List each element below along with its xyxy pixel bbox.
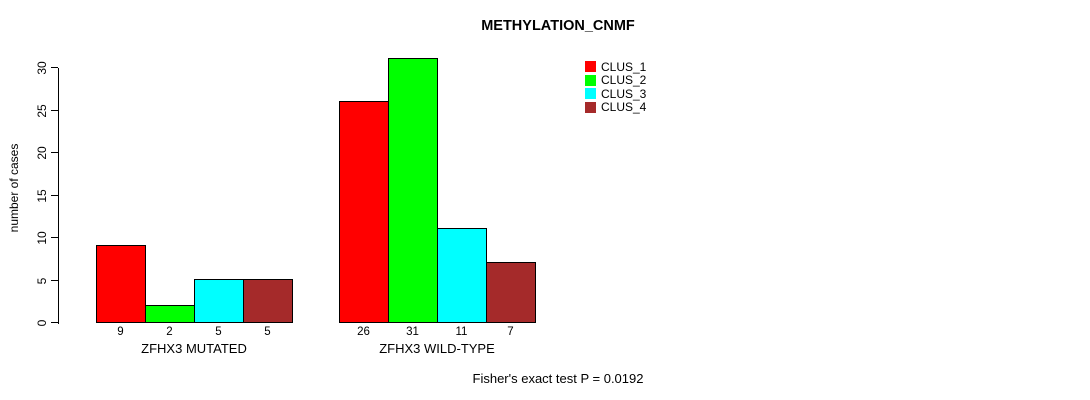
y-axis-label: number of cases	[7, 143, 21, 233]
bar-clus_1-1	[96, 245, 146, 323]
y-tick-mark	[51, 109, 58, 111]
bar-clus_1-2	[339, 101, 389, 323]
y-tick-label: 25	[35, 103, 49, 118]
y-tick-label: 10	[35, 231, 49, 245]
bar-clus_4-2	[486, 262, 536, 323]
bar-value-label: 9	[117, 326, 124, 338]
legend-label: CLUS_2	[601, 73, 647, 88]
chart-title: METHYLATION_CNMF	[481, 18, 635, 34]
legend-item: CLUS_1	[585, 60, 646, 74]
bar-clus_3-1	[194, 279, 244, 323]
y-tick-mark	[51, 279, 58, 281]
y-tick-label: 30	[35, 61, 49, 75]
y-tick-mark	[51, 322, 58, 323]
y-axis-line	[58, 68, 59, 324]
legend: CLUS_1 CLUS_2 CLUS_3 CLUS_4	[585, 60, 646, 114]
y-tick-label: 20	[35, 146, 49, 160]
y-tick-mark	[51, 194, 58, 196]
y-tick-label: 5	[35, 277, 49, 284]
legend-label: CLUS_3	[601, 86, 647, 101]
bar-clus_3-2	[437, 228, 487, 323]
bar-value-label: 31	[406, 326, 419, 338]
y-tick-mark	[51, 67, 58, 68]
legend-item: CLUS_4	[585, 100, 647, 115]
y-tick-mark	[51, 237, 58, 238]
legend-swatch-icon	[585, 88, 596, 100]
legend-swatch-icon	[585, 101, 596, 113]
y-tick-label: 0	[35, 319, 49, 327]
legend-item: CLUS_2	[585, 73, 647, 88]
legend-swatch-icon	[585, 61, 596, 73]
bar-clus_4-1	[243, 279, 293, 323]
bar-clus_2-2	[388, 58, 438, 323]
legend-label: CLUS_4	[601, 100, 647, 115]
category-label: ZFHX3 WILD-TYPE	[379, 341, 495, 356]
bar-value-label: 11	[455, 326, 468, 338]
y-tick-label: 15	[35, 188, 49, 203]
legend-label: CLUS_1	[601, 59, 647, 74]
legend-swatch-icon	[585, 74, 596, 86]
fisher-test-annotation: Fisher's exact test P = 0.0192	[472, 371, 644, 386]
bar-clus_2-1	[145, 305, 195, 323]
category-label: ZFHX3 MUTATED	[141, 341, 247, 356]
y-tick-mark	[51, 152, 58, 153]
bar-value-label: 2	[166, 326, 173, 338]
bar-value-label: 5	[264, 326, 271, 338]
bar-value-label: 5	[215, 326, 222, 338]
bar-value-label: 26	[357, 326, 370, 338]
bar-value-label: 7	[507, 326, 514, 338]
legend-item: CLUS_3	[585, 87, 646, 101]
